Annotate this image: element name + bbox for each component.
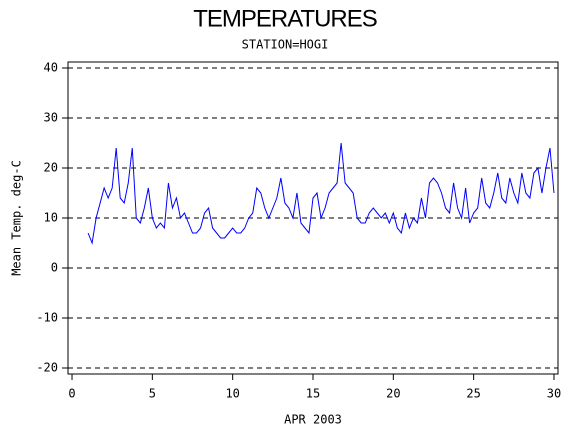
y-tick-label: -10	[36, 311, 58, 325]
x-tick-label: 25	[466, 387, 480, 401]
x-axis-label: APR 2003	[284, 413, 342, 427]
y-tick-label: 20	[44, 161, 58, 175]
x-tick-label: 0	[68, 387, 75, 401]
y-tick-label: 30	[44, 111, 58, 125]
series-line	[87, 142, 555, 245]
y-tick-label: 40	[44, 61, 58, 75]
x-tick-label: 15	[306, 387, 320, 401]
y-tick-label: 0	[51, 261, 58, 275]
y-tick-label: -20	[36, 361, 58, 375]
x-tick-label: 30	[547, 387, 561, 401]
x-tick-label: 20	[386, 387, 400, 401]
x-tick-label: 10	[225, 387, 239, 401]
y-axis-label: Mean Temp. deg-C	[10, 160, 24, 276]
chart-title: TEMPERATURES	[193, 5, 377, 32]
x-tick-label: 5	[149, 387, 156, 401]
y-tick-label: 10	[44, 211, 58, 225]
chart-subtitle: STATION=HOGI	[242, 38, 329, 52]
